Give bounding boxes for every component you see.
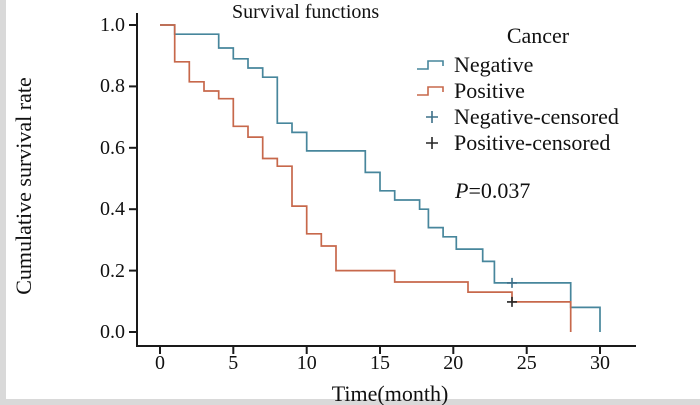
censor-mark-negative: [507, 277, 517, 288]
km-curve-negative: [160, 24, 601, 332]
legend-item-label: Positive-censored: [454, 130, 611, 155]
chart-title: Survival functions: [232, 1, 380, 23]
legend-item-negative: Negative: [416, 52, 660, 78]
figure-bottom-edge: [0, 399, 700, 405]
negative-censored-plus-icon: [426, 111, 438, 123]
km-curve-positive: [160, 24, 572, 332]
legend-title: Cancer: [506, 23, 570, 48]
censor-mark-positive: [507, 296, 517, 307]
legend-item-positive: Positive: [416, 78, 660, 104]
y-axis-label: Cumulative survival rate: [11, 77, 36, 295]
figure-left-edge: [0, 0, 6, 405]
x-axis-label: Time(month): [331, 381, 449, 405]
negative-step-icon: [417, 60, 444, 70]
legend-item-negative-censored: Negative-censored: [416, 104, 660, 130]
positive-censored-plus-icon: [426, 137, 438, 149]
legend: Cancer Negative Positive Negative-censor…: [416, 22, 660, 156]
positive-step-icon: [417, 86, 444, 96]
p-value-symbol: P: [455, 178, 469, 203]
legend-item-positive-censored: Positive-censored: [416, 130, 660, 156]
p-value-text: =0.037: [468, 178, 531, 203]
p-value-annotation: P=0.037: [455, 178, 530, 204]
legend-item-label: Negative: [454, 52, 534, 77]
legend-rows: Negative Positive Negative-censored Posi…: [416, 50, 660, 156]
legend-item-label: Positive: [454, 78, 525, 103]
legend-item-label: Negative-censored: [454, 104, 619, 129]
